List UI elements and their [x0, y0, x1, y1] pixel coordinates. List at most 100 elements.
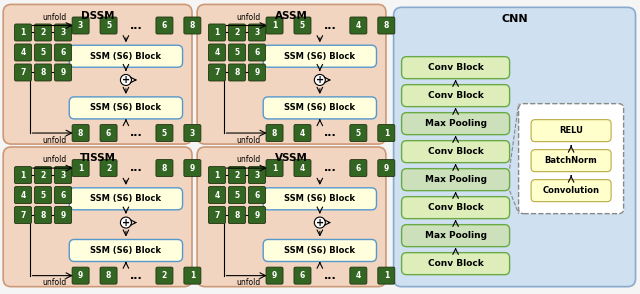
- Text: 3: 3: [78, 21, 83, 30]
- FancyBboxPatch shape: [197, 4, 386, 144]
- FancyBboxPatch shape: [54, 64, 72, 81]
- Text: 5: 5: [40, 191, 45, 200]
- FancyBboxPatch shape: [378, 125, 395, 141]
- FancyBboxPatch shape: [35, 187, 52, 203]
- Text: 4: 4: [356, 21, 361, 30]
- Text: ...: ...: [324, 163, 337, 173]
- Text: unfold: unfold: [42, 278, 67, 287]
- FancyBboxPatch shape: [3, 4, 192, 144]
- FancyBboxPatch shape: [156, 267, 173, 284]
- Text: 5: 5: [40, 48, 45, 57]
- FancyBboxPatch shape: [54, 24, 72, 41]
- Text: 1: 1: [189, 271, 195, 280]
- FancyBboxPatch shape: [394, 7, 636, 287]
- Text: TISSM: TISSM: [79, 153, 116, 163]
- FancyBboxPatch shape: [54, 187, 72, 203]
- Text: 3: 3: [254, 28, 260, 37]
- Text: unfold: unfold: [236, 278, 260, 287]
- FancyBboxPatch shape: [156, 125, 173, 141]
- Text: +: +: [316, 75, 324, 85]
- FancyBboxPatch shape: [54, 44, 72, 61]
- Text: 9: 9: [60, 68, 66, 77]
- Text: ASSM: ASSM: [275, 11, 308, 21]
- FancyBboxPatch shape: [263, 97, 376, 119]
- Text: Conv Block: Conv Block: [428, 259, 483, 268]
- Text: SSM (S6) Block: SSM (S6) Block: [90, 246, 161, 255]
- FancyBboxPatch shape: [294, 160, 311, 177]
- Text: ...: ...: [324, 128, 337, 138]
- FancyBboxPatch shape: [72, 267, 89, 284]
- FancyBboxPatch shape: [228, 187, 246, 203]
- FancyBboxPatch shape: [248, 187, 266, 203]
- Text: 8: 8: [106, 271, 111, 280]
- Text: 1: 1: [20, 28, 26, 37]
- Text: SSM (S6) Block: SSM (S6) Block: [284, 103, 355, 112]
- Text: Conv Block: Conv Block: [428, 63, 483, 72]
- Text: 7: 7: [214, 211, 220, 220]
- Text: 4: 4: [300, 128, 305, 138]
- Text: CNN: CNN: [501, 14, 528, 24]
- FancyBboxPatch shape: [15, 167, 31, 183]
- Text: 5: 5: [234, 48, 239, 57]
- FancyBboxPatch shape: [263, 188, 376, 210]
- Text: 9: 9: [254, 211, 260, 220]
- Text: unfold: unfold: [42, 136, 67, 145]
- Text: ...: ...: [324, 21, 337, 31]
- Text: 4: 4: [20, 191, 26, 200]
- FancyBboxPatch shape: [402, 253, 509, 275]
- FancyBboxPatch shape: [350, 160, 367, 177]
- FancyBboxPatch shape: [209, 167, 225, 183]
- FancyBboxPatch shape: [294, 125, 311, 141]
- Text: 9: 9: [254, 68, 260, 77]
- Text: Conv Block: Conv Block: [428, 91, 483, 100]
- FancyBboxPatch shape: [35, 167, 52, 183]
- FancyBboxPatch shape: [35, 64, 52, 81]
- FancyBboxPatch shape: [35, 207, 52, 223]
- Text: Conv Block: Conv Block: [428, 203, 483, 212]
- Text: SSM (S6) Block: SSM (S6) Block: [284, 194, 355, 203]
- Text: 4: 4: [20, 48, 26, 57]
- Text: 4: 4: [300, 163, 305, 173]
- Circle shape: [120, 217, 131, 228]
- Text: 1: 1: [383, 128, 389, 138]
- FancyBboxPatch shape: [100, 125, 117, 141]
- Text: +: +: [316, 218, 324, 228]
- FancyBboxPatch shape: [531, 180, 611, 202]
- FancyBboxPatch shape: [184, 17, 201, 34]
- FancyBboxPatch shape: [266, 267, 283, 284]
- Text: 8: 8: [78, 128, 83, 138]
- FancyBboxPatch shape: [156, 160, 173, 177]
- FancyBboxPatch shape: [378, 17, 395, 34]
- Text: 7: 7: [214, 68, 220, 77]
- Text: 4: 4: [356, 271, 361, 280]
- Text: 1: 1: [20, 171, 26, 180]
- FancyBboxPatch shape: [350, 267, 367, 284]
- FancyBboxPatch shape: [402, 141, 509, 163]
- FancyBboxPatch shape: [248, 24, 266, 41]
- Text: 6: 6: [254, 191, 260, 200]
- Text: +: +: [122, 218, 130, 228]
- FancyBboxPatch shape: [263, 240, 376, 261]
- FancyBboxPatch shape: [248, 44, 266, 61]
- Text: 6: 6: [60, 48, 66, 57]
- Text: ...: ...: [130, 21, 143, 31]
- Text: unfold: unfold: [236, 155, 260, 164]
- FancyBboxPatch shape: [294, 17, 311, 34]
- FancyBboxPatch shape: [184, 125, 201, 141]
- Text: unfold: unfold: [236, 13, 260, 22]
- FancyBboxPatch shape: [209, 24, 225, 41]
- FancyBboxPatch shape: [518, 104, 623, 214]
- Text: 2: 2: [40, 28, 45, 37]
- FancyBboxPatch shape: [15, 64, 31, 81]
- FancyBboxPatch shape: [184, 160, 201, 177]
- FancyBboxPatch shape: [402, 197, 509, 219]
- Text: 9: 9: [189, 163, 195, 173]
- FancyBboxPatch shape: [184, 267, 201, 284]
- FancyBboxPatch shape: [402, 85, 509, 107]
- FancyBboxPatch shape: [228, 167, 246, 183]
- Text: 3: 3: [254, 171, 260, 180]
- FancyBboxPatch shape: [531, 120, 611, 142]
- Text: ...: ...: [130, 128, 143, 138]
- FancyBboxPatch shape: [35, 24, 52, 41]
- Text: SSM (S6) Block: SSM (S6) Block: [90, 103, 161, 112]
